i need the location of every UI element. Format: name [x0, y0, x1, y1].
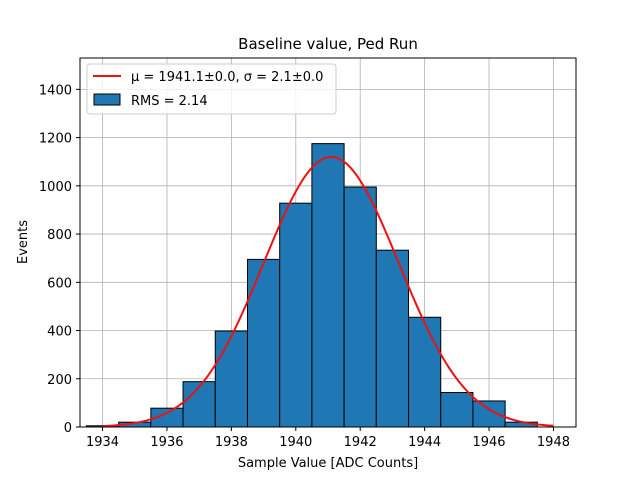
y-tick-label: 800: [47, 228, 72, 243]
histogram-bar: [311, 143, 345, 428]
y-tick-label: 1200: [39, 132, 72, 147]
histogram-bar: [375, 249, 410, 428]
legend-histogram-swatch: [93, 93, 121, 106]
x-axis-label: Sample Value [ADC Counts]: [238, 456, 418, 471]
x-tick-label: 1948: [537, 435, 570, 450]
y-axis-label: Events: [16, 220, 31, 264]
x-axis-ticks: 1934 1936 1938 1940 1942 1944 1946 1948: [86, 427, 570, 450]
histogram-bars: [85, 143, 538, 428]
histogram-bar: [214, 330, 248, 428]
chart-title: Baseline value, Ped Run: [238, 35, 418, 53]
gaussian-fit-curve: [102, 155, 554, 428]
x-tick-label: 1944: [408, 435, 441, 450]
y-tick-label: 200: [47, 373, 72, 388]
plot-frame: [79, 57, 577, 428]
x-tick-label: 1934: [86, 435, 119, 450]
y-tick-label: 400: [47, 325, 72, 340]
legend-box: [86, 63, 337, 115]
histogram-bar: [246, 258, 281, 428]
histogram-bar: [279, 202, 313, 428]
y-axis-ticks: 0 200 400 600 800 1000 1200 1400: [39, 83, 80, 436]
x-tick-label: 1938: [215, 435, 248, 450]
x-tick-label: 1940: [279, 435, 312, 450]
legend-histogram-label: RMS = 2.14: [131, 94, 208, 109]
y-tick-label: 1000: [39, 180, 72, 195]
y-tick-label: 0: [64, 421, 72, 436]
histogram-bar: [472, 400, 506, 428]
histogram-bar: [182, 381, 216, 428]
y-tick-label: 600: [47, 276, 72, 291]
x-tick-label: 1942: [344, 435, 377, 450]
y-tick-label: 1400: [39, 83, 72, 98]
legend-fit-label: μ = 1941.1±0.0, σ = 2.1±0.0: [131, 70, 323, 85]
legend: μ = 1941.1±0.0, σ = 2.1±0.0 RMS = 2.14: [86, 63, 337, 115]
histogram-bar: [343, 186, 377, 428]
x-tick-label: 1946: [472, 435, 505, 450]
histogram-bar: [408, 316, 442, 428]
x-tick-label: 1936: [150, 435, 183, 450]
histogram-bar: [440, 392, 474, 428]
